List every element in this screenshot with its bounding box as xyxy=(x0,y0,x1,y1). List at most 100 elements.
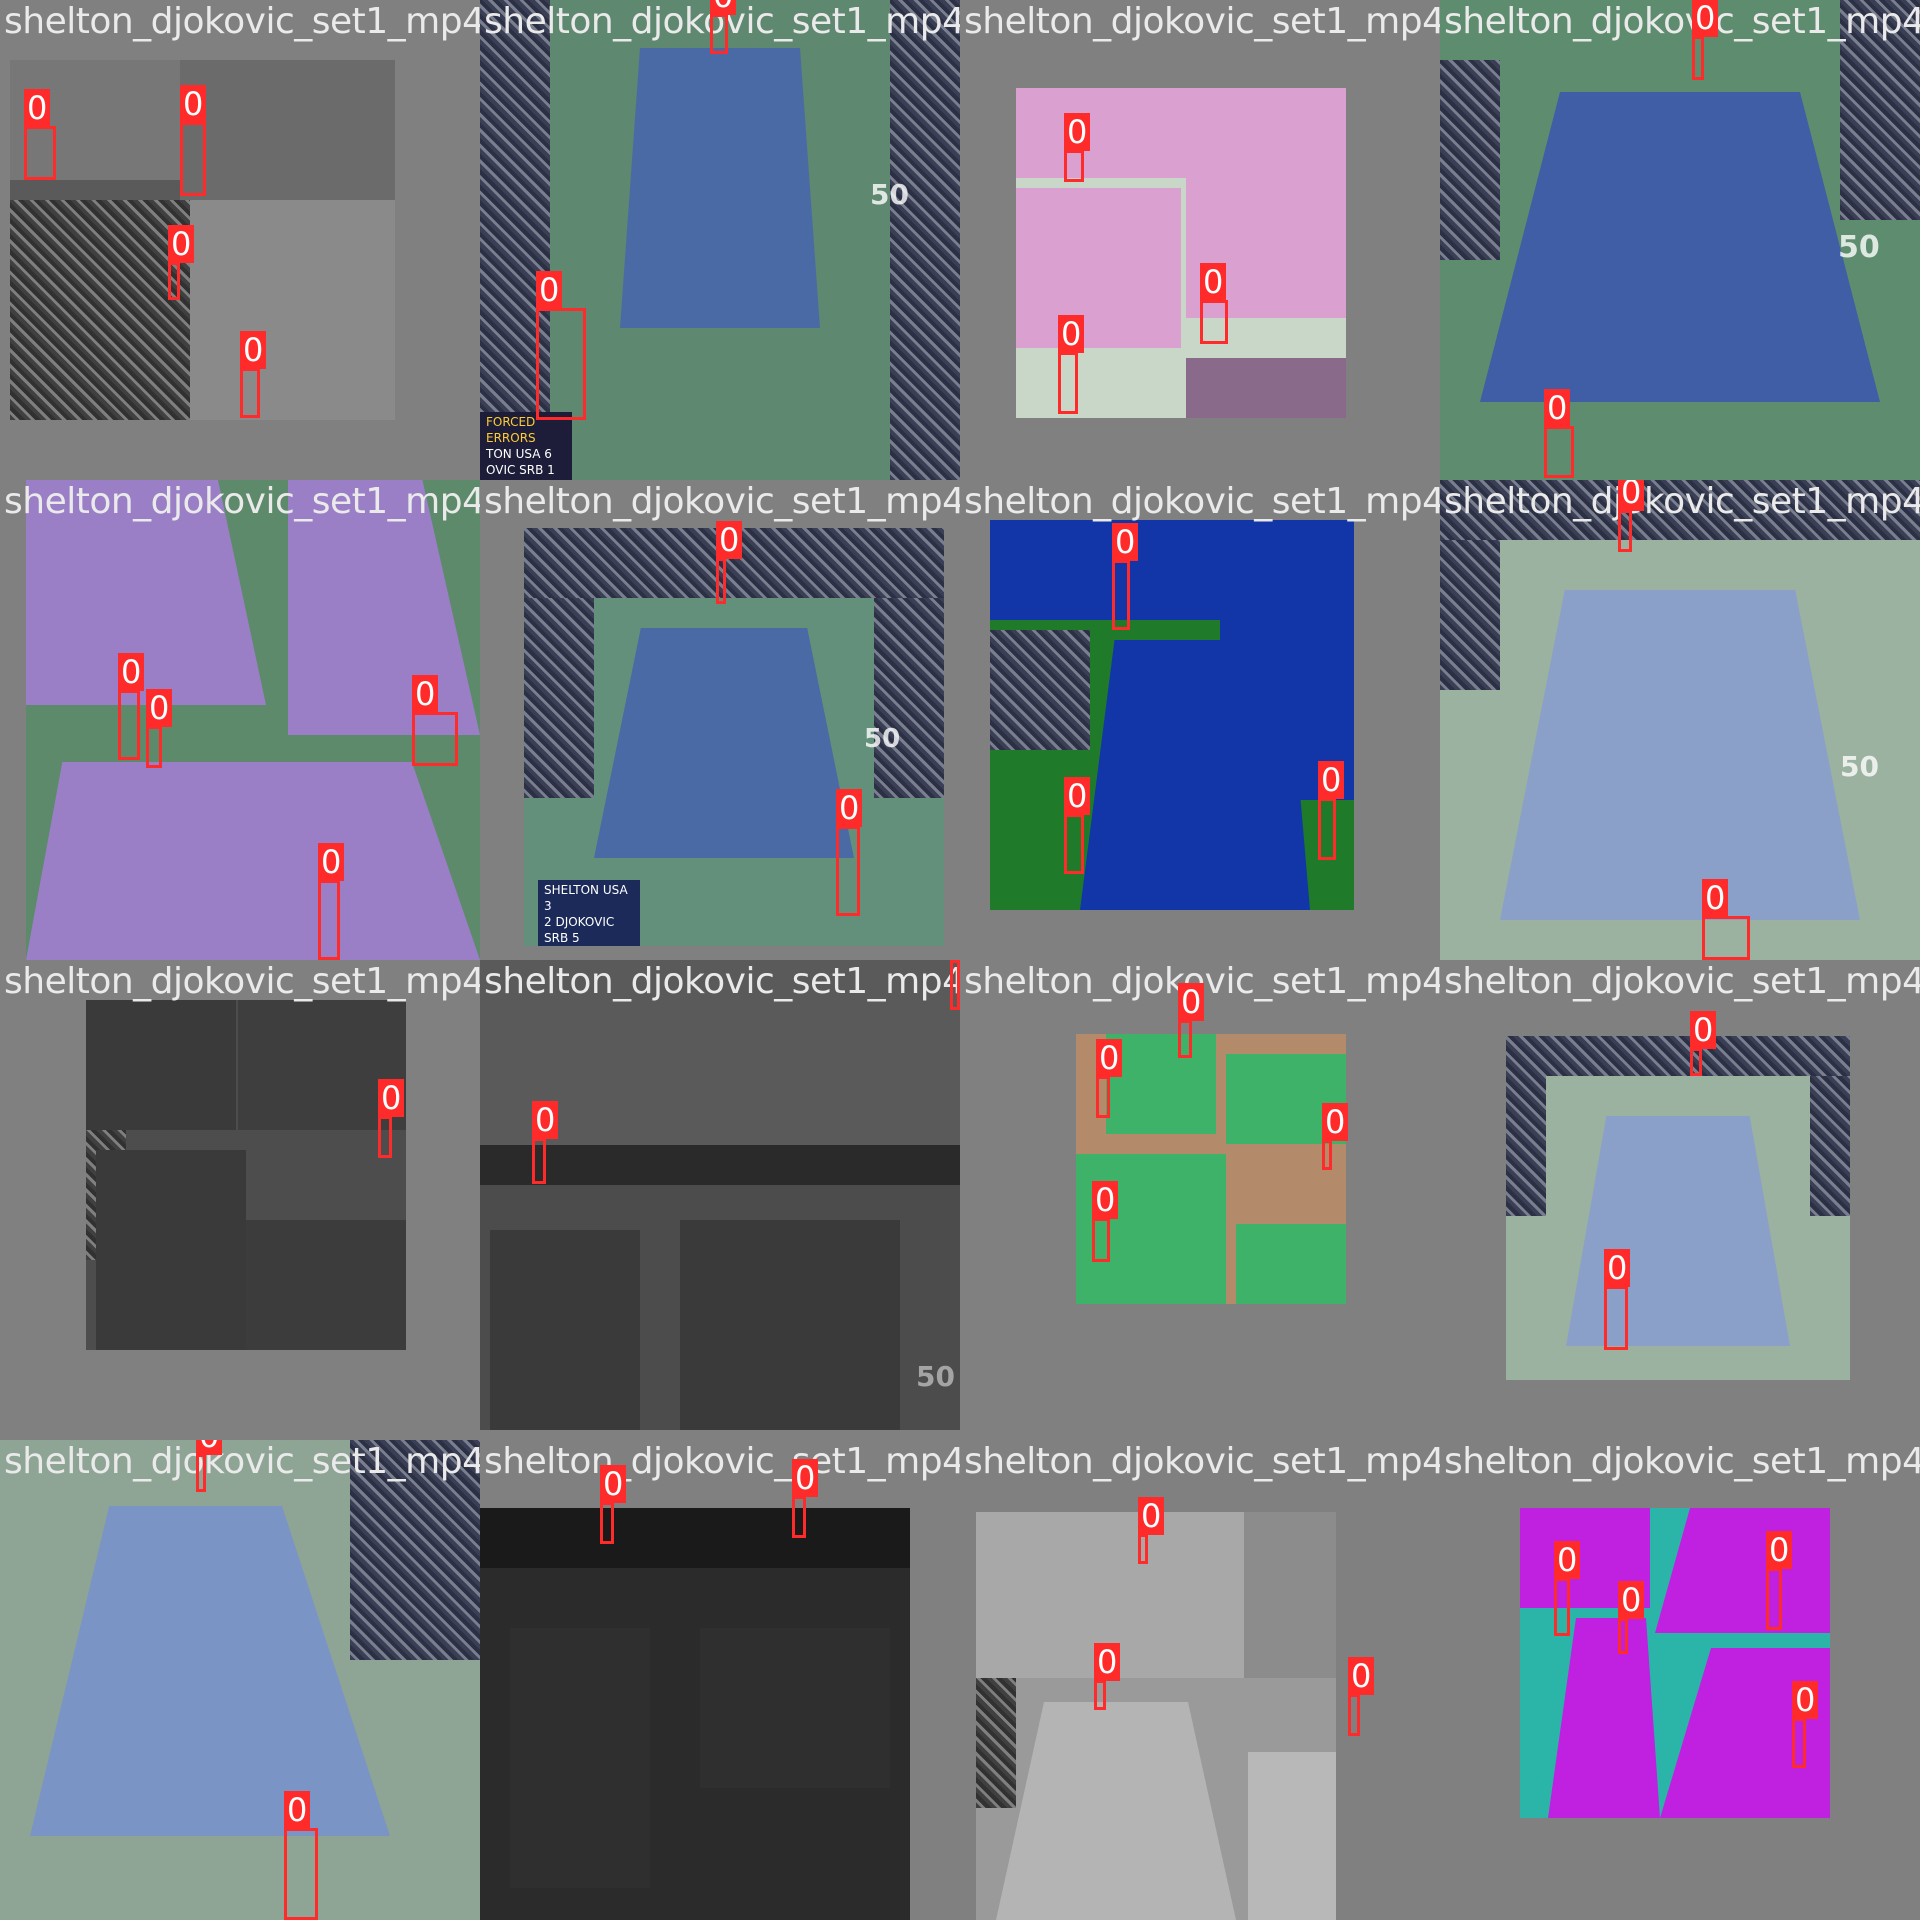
class-label: 0 xyxy=(318,843,345,881)
class-label: 0 xyxy=(284,1791,311,1829)
class-label: 0 xyxy=(1618,480,1645,511)
tile-5: shelton_djokovic_set1_mp4-79_jpg.rf.5369… xyxy=(0,480,480,960)
detection-box: 0 xyxy=(284,1791,318,1920)
tile-15: shelton_djokovic_set1_mp4-107_jpg.rf.45d… xyxy=(960,1440,1440,1920)
detection-box: 0 xyxy=(1348,1657,1375,1736)
tile-caption: shelton_djokovic_set1_mp4-32_jpg.rf.773.… xyxy=(4,1,480,42)
tile-caption: shelton_djokovic_set1_mp4-... xyxy=(1444,961,1920,1002)
detection-box: 0 xyxy=(24,89,56,180)
class-label: 0 xyxy=(378,1079,405,1117)
class-label: 0 xyxy=(1064,113,1091,151)
detection-box: 0 xyxy=(1692,0,1719,80)
class-label: 0 xyxy=(950,960,960,961)
class-label: 0 xyxy=(710,0,737,15)
class-label: 0 xyxy=(1792,1681,1819,1719)
detection-box: 0 xyxy=(1544,389,1574,478)
tile-image: 50 xyxy=(1440,0,1920,480)
class-label: 0 xyxy=(532,1101,559,1139)
detection-box: 0 xyxy=(1618,480,1645,552)
tile-10: 50 shelton_djokovic_set1_mp4-160_jpg.rf.… xyxy=(480,960,960,1440)
tile-caption: shelton_djokovic_set1_mp4-83_jpg.rf.d1c7… xyxy=(964,1,1440,42)
class-label: 0 xyxy=(1178,983,1205,1021)
tile-14: shelton_djokovic_set1_mp4-65_jpg.rf.90c9… xyxy=(480,1440,960,1920)
class-label: 0 xyxy=(1094,1643,1121,1681)
class-label: 0 xyxy=(146,689,173,727)
detection-box: 0 xyxy=(950,960,960,1010)
tile-image xyxy=(26,480,480,960)
class-label: 0 xyxy=(716,521,743,559)
detection-box: 0 xyxy=(1554,1541,1581,1636)
tile-caption: shelton_djokovic_set1_mp4-136_jpg.rf.b..… xyxy=(964,481,1440,522)
class-label: 0 xyxy=(1702,879,1729,917)
detection-box: 0 xyxy=(168,225,195,300)
class-label: 0 xyxy=(1138,1497,1165,1535)
tile-image xyxy=(1076,1034,1346,1304)
detection-box: 0 xyxy=(1618,1581,1645,1654)
detection-box: 0 xyxy=(378,1079,405,1158)
tile-caption: shelton_djokovic_set1_mp4-160_jpg.rf.4a.… xyxy=(484,961,960,1002)
detection-box: 0 xyxy=(836,789,863,916)
detection-box: 0 xyxy=(1094,1643,1121,1710)
class-label: 0 xyxy=(1766,1531,1793,1569)
tile-9: shelton_djokovic_set1_mp4-73_jpg.rf.d54.… xyxy=(0,960,480,1440)
detection-box: 0 xyxy=(792,1459,819,1538)
tile-caption: shelton_djokovic_set1_mp4-... xyxy=(1444,481,1920,522)
class-label: 0 xyxy=(1544,389,1571,427)
class-label: 0 xyxy=(1112,523,1139,561)
class-label: 0 xyxy=(24,89,51,127)
tile-11: shelton_djokovic_set1_mp4-162_jpg.rf.973… xyxy=(960,960,1440,1440)
tile-image xyxy=(1506,1036,1850,1380)
detection-box: 0 xyxy=(1064,113,1091,182)
detection-box: 0 xyxy=(1200,263,1228,344)
class-label: 0 xyxy=(792,1459,819,1497)
tile-13: shelton_djokovic_set1_mp4-144_jpg.rf.fb.… xyxy=(0,1440,480,1920)
tile-image xyxy=(990,520,1354,910)
detection-box: 0 xyxy=(118,653,145,760)
tile-image xyxy=(976,1512,1336,1920)
class-label: 0 xyxy=(412,675,439,713)
tile-caption: shelton_djokovic_set1_mp4-136_jpg.rf.3c6… xyxy=(484,481,960,522)
tile-2: 50 FORCED ERRORS TON USA 6 OVIC SRB 1 sh… xyxy=(480,0,960,480)
class-label: 0 xyxy=(1604,1249,1631,1287)
detection-box: 0 xyxy=(1604,1249,1631,1350)
detection-box: 0 xyxy=(536,271,586,420)
tile-image xyxy=(0,1440,480,1920)
score-row: OVIC SRB 1 xyxy=(486,463,555,477)
class-label: 0 xyxy=(1554,1541,1581,1579)
class-label: 0 xyxy=(1690,1011,1717,1049)
class-label: 0 xyxy=(1058,315,1085,353)
tile-caption: shelton_djokovic_set1_mp4-73_jpg.rf.d54.… xyxy=(4,961,480,1002)
class-label: 0 xyxy=(180,85,207,123)
class-label: 0 xyxy=(1318,761,1345,799)
detection-box: 0 xyxy=(1064,777,1091,874)
forced-errors-label: FORCED ERRORS xyxy=(486,415,536,445)
tile-1: shelton_djokovic_set1_mp4-32_jpg.rf.773.… xyxy=(0,0,480,480)
detection-box: 0 xyxy=(1178,983,1205,1058)
detection-box: 0 xyxy=(1112,523,1139,630)
score-row: SHELTON USA 3 xyxy=(544,883,628,913)
scoreboard: SHELTON USA 3 2 DJOKOVIC SRB 5 xyxy=(538,880,640,946)
tile-caption: shelton_djokovic_set1_mp4-144_jpg.rf.fb.… xyxy=(4,1441,480,1482)
class-label: 0 xyxy=(1064,777,1091,815)
watermark-50: 50 xyxy=(864,724,901,754)
tile-6: 50 SHELTON USA 3 2 DJOKOVIC SRB 5 shelto… xyxy=(480,480,960,960)
tile-image: 50 SHELTON USA 3 2 DJOKOVIC SRB 5 xyxy=(524,528,944,946)
watermark-50: 50 xyxy=(916,1360,955,1393)
class-label: 0 xyxy=(1348,1657,1375,1695)
class-label: 0 xyxy=(1092,1181,1119,1219)
score-row: 2 DJOKOVIC SRB 5 xyxy=(544,915,615,945)
detection-box: 0 xyxy=(532,1101,559,1184)
watermark-50: 50 xyxy=(1840,750,1879,783)
detection-box: 0 xyxy=(1792,1681,1819,1768)
detection-box: 0 xyxy=(180,85,207,196)
detection-box: 0 xyxy=(1318,761,1345,860)
detection-box: 0 xyxy=(716,521,743,604)
tile-7: shelton_djokovic_set1_mp4-136_jpg.rf.b..… xyxy=(960,480,1440,960)
detection-box: 0 xyxy=(1138,1497,1165,1564)
score-row: TON USA 6 xyxy=(486,447,552,461)
watermark-50: 50 xyxy=(1838,230,1880,265)
detection-box: 0 xyxy=(600,1465,627,1544)
detection-box: 0 xyxy=(1092,1181,1119,1262)
detection-box: 0 xyxy=(1702,879,1750,960)
scoreboard: FORCED ERRORS TON USA 6 OVIC SRB 1 xyxy=(480,412,572,480)
